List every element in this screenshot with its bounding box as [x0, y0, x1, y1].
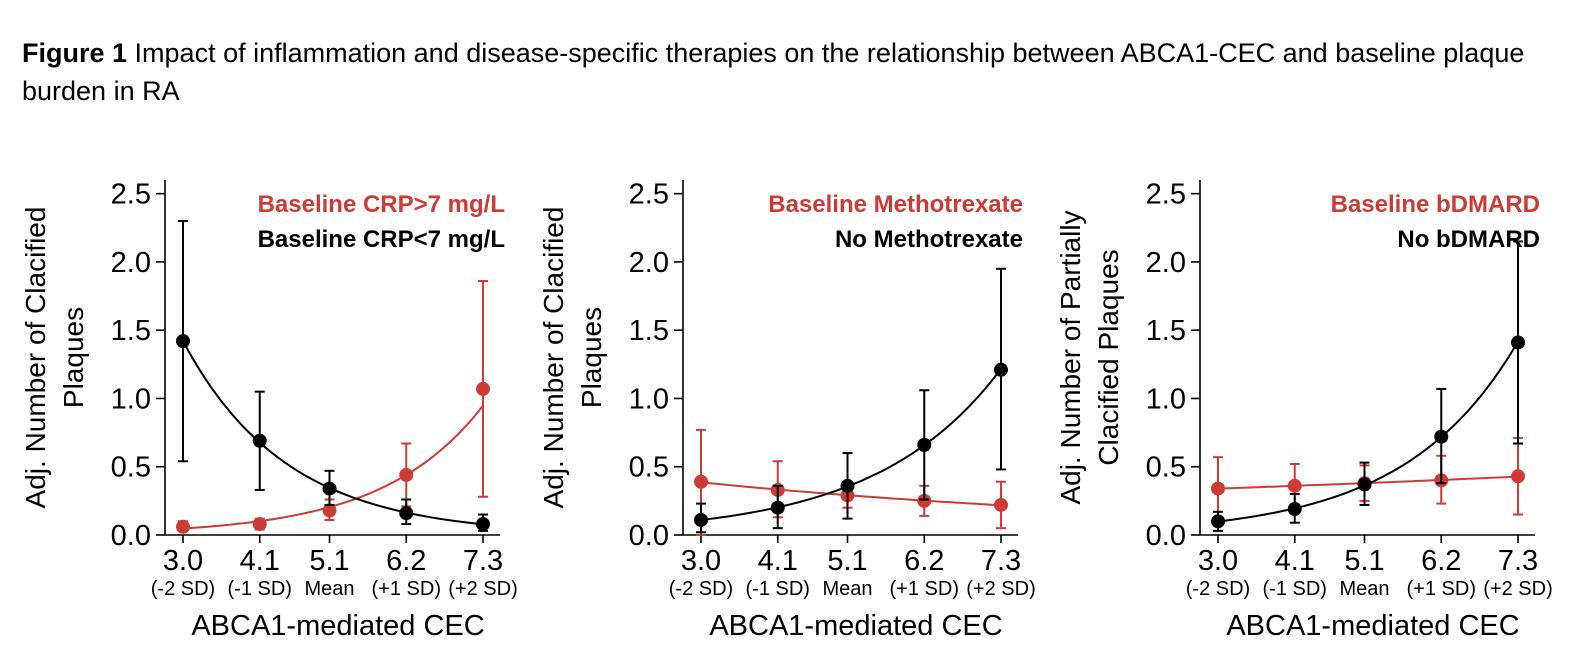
- data-point: [176, 334, 190, 349]
- y-tick-label: 2.0: [629, 247, 669, 279]
- y-tick-label: 1.0: [1146, 383, 1186, 415]
- series-fit-line: [1217, 340, 1519, 523]
- y-tick-label: 0.5: [111, 452, 151, 484]
- y-tick-label: 2.0: [111, 247, 151, 279]
- data-point: [1211, 481, 1225, 496]
- y-tick-label: 1.5: [629, 315, 669, 347]
- x-tick-label: 7.3: [981, 545, 1021, 577]
- x-tick-label: 5.1: [309, 545, 349, 577]
- y-tick-label: 2.5: [111, 179, 151, 211]
- x-tick-sublabel: Mean: [822, 578, 872, 600]
- x-tick-label: 4.1: [758, 545, 798, 577]
- x-tick-sublabel: (-1 SD): [746, 578, 810, 600]
- y-tick-label: 1.5: [111, 315, 151, 347]
- x-tick-label: 3.0: [1198, 545, 1238, 577]
- data-point: [1287, 502, 1302, 517]
- x-tick-sublabel: (+2 SD): [1483, 578, 1552, 600]
- x-tick-sublabel: (+2 SD): [966, 578, 1035, 600]
- data-point: [399, 506, 414, 521]
- x-tick-label: 5.1: [1344, 545, 1384, 577]
- y-tick-label: 2.5: [629, 179, 669, 211]
- figure-label: Figure 1: [22, 38, 128, 68]
- x-tick-label: 4.1: [240, 545, 280, 577]
- x-axis-title: ABCA1-mediated CEC: [709, 610, 1002, 642]
- data-point: [1511, 469, 1525, 484]
- y-tick-label: 0.5: [1146, 452, 1186, 484]
- figure-caption: Figure 1 Impact of inflammation and dise…: [22, 34, 1552, 110]
- y-tick-label: 0.0: [629, 520, 669, 552]
- data-point: [694, 474, 708, 489]
- data-point: [917, 437, 932, 452]
- data-point: [399, 467, 414, 482]
- x-tick-label: 4.1: [1275, 545, 1315, 577]
- data-point: [770, 500, 785, 515]
- data-point: [252, 433, 267, 448]
- x-tick-label: 7.3: [463, 545, 503, 577]
- y-tick-label: 1.0: [111, 383, 151, 415]
- x-tick-sublabel: (-1 SD): [1263, 578, 1327, 600]
- y-tick-label: 2.5: [1146, 179, 1186, 211]
- x-tick-label: 6.2: [904, 545, 944, 577]
- x-tick-label: 5.1: [827, 545, 867, 577]
- y-tick-label: 0.5: [629, 452, 669, 484]
- y-tick-label: 2.0: [1146, 247, 1186, 279]
- x-tick-sublabel: (-1 SD): [228, 578, 292, 600]
- data-point: [1287, 478, 1302, 493]
- y-axis-title-line2: Plaques: [58, 307, 89, 408]
- y-axis-title-line1: Adj. Number of Partially: [1055, 210, 1086, 504]
- legend-entry: Baseline CRP>7 mg/L: [258, 191, 505, 218]
- data-point: [322, 481, 337, 496]
- x-tick-label: 3.0: [163, 545, 203, 577]
- data-point: [476, 381, 490, 396]
- x-tick-sublabel: (+2 SD): [448, 578, 517, 600]
- legend-entry: No bDMARD: [1397, 226, 1540, 253]
- series-fit-line: [182, 340, 484, 526]
- x-tick-sublabel: (+1 SD): [372, 578, 441, 600]
- y-tick-label: 0.0: [1146, 520, 1186, 552]
- x-axis-title: ABCA1-mediated CEC: [1226, 610, 1519, 642]
- y-axis-title-line1: Adj. Number of Clacified: [20, 207, 51, 509]
- y-tick-label: 1.0: [629, 383, 669, 415]
- y-tick-label: 0.0: [111, 520, 151, 552]
- data-point: [322, 503, 337, 518]
- x-tick-sublabel: (-2 SD): [151, 578, 215, 600]
- data-point: [1357, 477, 1372, 492]
- y-axis-title-line1: Adj. Number of Clacified: [538, 207, 569, 509]
- data-point: [1511, 335, 1525, 350]
- data-point: [840, 478, 855, 493]
- x-tick-label: 6.2: [1421, 545, 1461, 577]
- data-point: [694, 512, 708, 527]
- chart-panel-methotrexate: 0.0 0.5 1.0 1.5 2.0 2.5 3.0(-2 SD) 4.1(-1 SD) 5.…: [538, 179, 1036, 642]
- x-tick-sublabel: (-2 SD): [1186, 578, 1250, 600]
- data-point: [1434, 429, 1449, 444]
- y-axis-title-line2: Plaques: [576, 307, 607, 408]
- x-tick-sublabel: (+1 SD): [890, 578, 959, 600]
- data-point: [476, 517, 490, 532]
- data-point: [994, 362, 1008, 377]
- x-tick-label: 3.0: [681, 545, 721, 577]
- x-tick-sublabel: (+1 SD): [1407, 578, 1476, 600]
- chart-panel-bdmard: 0.0 0.5 1.0 1.5 2.0 2.5 3.0(-2 SD) 4.1(-1 SD) 5.…: [1055, 179, 1553, 642]
- chart-panel-crp: 0.0 0.5 1.0 1.5 2.0 2.5 3.0(-2 SD) 4.1(-1 SD) 5.…: [20, 179, 518, 642]
- legend-entry: No Methotrexate: [835, 226, 1023, 253]
- x-tick-label: 7.3: [1498, 545, 1538, 577]
- y-axis-title-line2: Clacified Plaques: [1093, 249, 1124, 465]
- legend-entry: Baseline CRP<7 mg/L: [258, 226, 505, 253]
- data-point: [1211, 514, 1225, 529]
- x-tick-sublabel: Mean: [304, 578, 354, 600]
- data-point: [176, 519, 190, 534]
- y-tick-label: 1.5: [1146, 315, 1186, 347]
- data-point: [994, 497, 1008, 512]
- x-axis-title: ABCA1-mediated CEC: [191, 610, 484, 642]
- x-tick-sublabel: Mean: [1339, 578, 1389, 600]
- figure-caption-text: Impact of inflammation and disease-speci…: [22, 38, 1525, 106]
- data-point: [252, 517, 267, 532]
- data-point: [917, 493, 932, 508]
- x-tick-sublabel: (-2 SD): [669, 578, 733, 600]
- legend-entry: Baseline bDMARD: [1331, 191, 1540, 218]
- legend-entry: Baseline Methotrexate: [768, 191, 1023, 218]
- x-tick-label: 6.2: [386, 545, 426, 577]
